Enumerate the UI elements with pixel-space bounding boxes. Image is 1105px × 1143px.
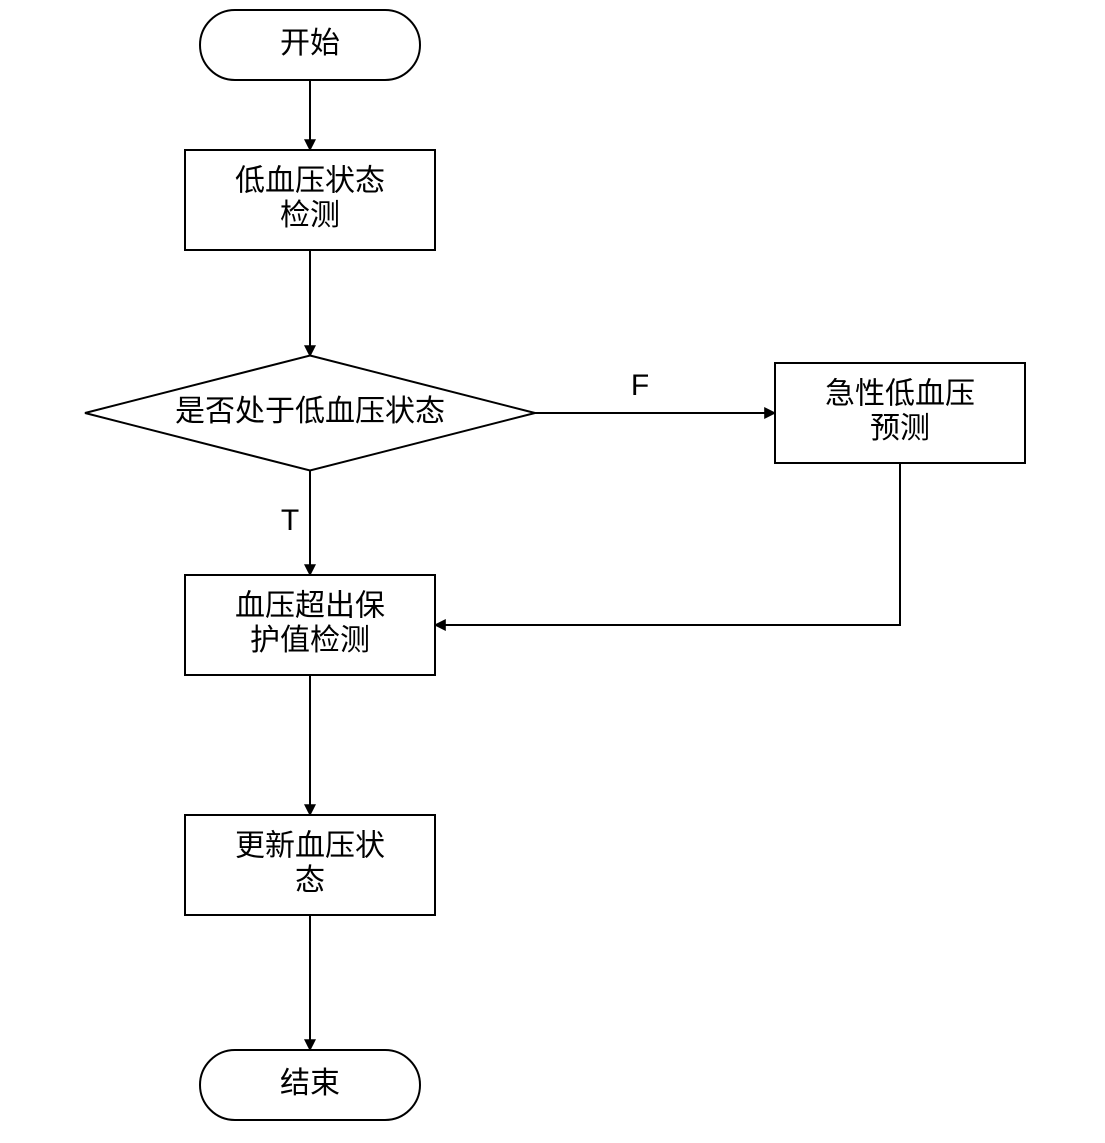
- node-detect: 低血压状态检测: [185, 150, 435, 250]
- node-start: 开始: [200, 10, 420, 80]
- flowchart-canvas: TF开始低血压状态检测是否处于低血压状态急性低血压预测血压超出保护值检测更新血压…: [0, 0, 1105, 1143]
- edge-predict-check: [435, 463, 900, 625]
- node-update-label-line-1: 态: [295, 864, 325, 897]
- node-update-label-line-0: 更新血压状: [235, 830, 385, 863]
- node-start-label: 开始: [280, 27, 340, 60]
- node-decision-label: 是否处于低血压状态: [175, 395, 445, 428]
- node-detect-label-line-1: 检测: [280, 199, 340, 232]
- node-predict-label-line-1: 预测: [870, 412, 930, 445]
- node-check-label-line-0: 血压超出保: [235, 590, 385, 623]
- node-decision: 是否处于低血压状态: [85, 356, 535, 471]
- node-check-label-line-1: 护值检测: [250, 624, 370, 657]
- node-check: 血压超出保护值检测: [185, 575, 435, 675]
- node-end: 结束: [200, 1050, 420, 1120]
- edge-label-decision-predict: F: [631, 369, 649, 402]
- node-update: 更新血压状态: [185, 815, 435, 915]
- edge-label-decision-check: T: [281, 504, 299, 537]
- node-detect-label-line-0: 低血压状态: [235, 165, 385, 198]
- node-predict: 急性低血压预测: [775, 363, 1025, 463]
- node-predict-label-line-0: 急性低血压: [825, 378, 975, 411]
- node-end-label: 结束: [280, 1067, 340, 1100]
